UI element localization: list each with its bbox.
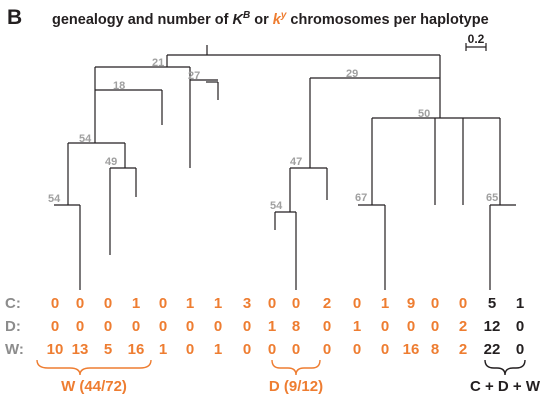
count-c-12: 0 bbox=[353, 295, 361, 312]
count-w-17: 22 bbox=[484, 341, 501, 358]
count-w-2: 13 bbox=[72, 341, 89, 358]
panel-letter: B bbox=[7, 6, 22, 29]
count-w-4: 16 bbox=[128, 341, 145, 358]
brace-w bbox=[36, 359, 152, 376]
title-or: or bbox=[250, 12, 273, 28]
brace-d bbox=[271, 359, 321, 376]
count-d-10: 8 bbox=[292, 318, 300, 335]
group-label-d: D (9/12) bbox=[269, 378, 323, 395]
count-d-8: 0 bbox=[243, 318, 251, 335]
title-part2: chromosomes per haplotype bbox=[286, 12, 488, 28]
count-c-16: 0 bbox=[459, 295, 467, 312]
title-kb-sup: B bbox=[243, 10, 250, 21]
brace-cdw bbox=[484, 359, 526, 376]
count-w-1: 10 bbox=[47, 341, 64, 358]
count-w-10: 0 bbox=[292, 341, 300, 358]
count-c-10: 0 bbox=[292, 295, 300, 312]
count-c-9: 0 bbox=[268, 295, 276, 312]
count-d-11: 0 bbox=[323, 318, 331, 335]
count-d-1: 0 bbox=[51, 318, 59, 335]
count-c-2: 0 bbox=[76, 295, 84, 312]
count-c-17: 5 bbox=[488, 295, 496, 312]
genealogy-tree bbox=[54, 45, 516, 290]
count-d-4: 0 bbox=[132, 318, 140, 335]
scale-bar: 0.2 bbox=[465, 32, 487, 51]
count-d-12: 1 bbox=[353, 318, 361, 335]
count-c-18: 1 bbox=[516, 295, 524, 312]
title-kb: K bbox=[232, 12, 244, 28]
count-w-8: 0 bbox=[243, 341, 251, 358]
count-w-3: 5 bbox=[104, 341, 112, 358]
node-label-54-upper: 54 bbox=[79, 133, 92, 145]
count-c-14: 9 bbox=[407, 295, 415, 312]
count-c-8: 3 bbox=[243, 295, 251, 312]
count-w-9: 0 bbox=[268, 341, 276, 358]
node-label-67: 67 bbox=[355, 192, 367, 204]
count-c-7: 1 bbox=[214, 295, 222, 312]
node-label-49: 49 bbox=[105, 156, 117, 168]
count-d-7: 0 bbox=[214, 318, 222, 335]
row-label-d: D: bbox=[5, 318, 21, 335]
title-ky: k bbox=[273, 12, 282, 28]
node-label-65: 65 bbox=[486, 192, 498, 204]
count-d-5: 0 bbox=[159, 318, 167, 335]
node-label-29: 29 bbox=[346, 68, 358, 80]
count-c-11: 2 bbox=[323, 295, 331, 312]
figure-title: genealogy and number of KB or ky chromos… bbox=[52, 10, 489, 28]
count-c-1: 0 bbox=[51, 295, 59, 312]
count-w-13: 0 bbox=[381, 341, 389, 358]
count-w-7: 1 bbox=[214, 341, 222, 358]
group-label-cdw: C + D + W bbox=[470, 378, 541, 395]
count-w-15: 8 bbox=[431, 341, 439, 358]
haplotype-counts: 0 0 0 1 0 1 1 3 0 0 2 0 1 9 0 0 5 10 0 0 0 0 0 0 0 1 8 0 1 0 0 0 2 12 010 1… bbox=[47, 295, 525, 358]
count-d-13: 0 bbox=[381, 318, 389, 335]
node-label-50: 50 bbox=[418, 108, 430, 120]
count-d-18: 0 bbox=[516, 318, 524, 335]
row-label-c: C: bbox=[5, 295, 21, 312]
row-label-w: W: bbox=[5, 341, 24, 358]
count-c-13: 1 bbox=[381, 295, 389, 312]
count-w-12: 0 bbox=[353, 341, 361, 358]
count-d-15: 0 bbox=[431, 318, 439, 335]
group-label-w: W (44/72) bbox=[61, 378, 127, 395]
node-label-54-lower: 54 bbox=[270, 200, 283, 212]
node-label-18: 18 bbox=[113, 80, 125, 92]
count-d-17: 12 bbox=[484, 318, 501, 335]
count-w-5: 1 bbox=[159, 341, 167, 358]
count-d-3: 0 bbox=[104, 318, 112, 335]
count-w-6: 0 bbox=[186, 341, 194, 358]
count-c-5: 0 bbox=[159, 295, 167, 312]
count-c-15: 0 bbox=[431, 295, 439, 312]
node-labels: 21 27 29 18 50 54 47 49 67 65 54 54 bbox=[48, 57, 498, 212]
count-d-6: 0 bbox=[186, 318, 194, 335]
count-c-3: 0 bbox=[104, 295, 112, 312]
title-part1: genealogy and number of bbox=[52, 12, 232, 28]
count-d-2: 0 bbox=[76, 318, 84, 335]
scale-bar-label: 0.2 bbox=[468, 32, 485, 46]
count-d-14: 0 bbox=[407, 318, 415, 335]
title-ky-sup: y bbox=[280, 10, 287, 21]
count-w-14: 16 bbox=[403, 341, 420, 358]
count-d-9: 1 bbox=[268, 318, 276, 335]
count-w-11: 0 bbox=[323, 341, 331, 358]
count-c-4: 1 bbox=[132, 295, 140, 312]
node-label-54-left: 54 bbox=[48, 193, 61, 205]
node-label-27: 27 bbox=[188, 70, 200, 82]
count-d-16: 2 bbox=[459, 318, 467, 335]
count-c-6: 1 bbox=[186, 295, 194, 312]
node-label-47: 47 bbox=[290, 156, 302, 168]
count-w-18: 0 bbox=[516, 341, 524, 358]
node-label-21: 21 bbox=[152, 57, 164, 69]
count-w-16: 2 bbox=[459, 341, 467, 358]
